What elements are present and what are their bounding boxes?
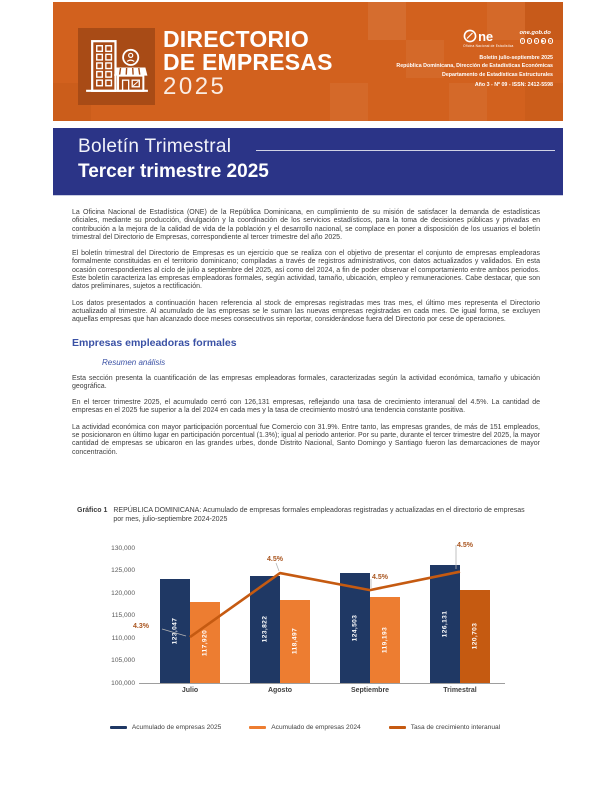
youtube-icon: ▶ — [540, 38, 546, 44]
y-axis-tick-label: 120,000 — [111, 589, 135, 597]
section-heading: Empresas empleadoras formales — [72, 336, 237, 349]
title-year: 2025 — [163, 73, 227, 100]
section-paragraph-2: En el tercer trimestre 2025, el acumulad… — [72, 399, 540, 415]
bar-value-label: 124,503 — [351, 614, 359, 642]
banner-title: Tercer trimestre 2025 — [78, 161, 269, 182]
growth-rate-label: 4.3% — [133, 623, 149, 631]
y-axis-tick-label: 100,000 — [111, 679, 135, 687]
y-axis-tick-label: 105,000 — [111, 657, 135, 664]
social-icons: f x o ▶ s — [519, 38, 553, 44]
chart-bar: 126,131 — [430, 565, 460, 683]
chart-bar: 119,193 — [370, 596, 400, 683]
chart-bar: 124,503 — [340, 572, 370, 683]
banner-subtitle: Boletín Trimestral — [78, 136, 232, 157]
chart-legend: Acumulado de empresas 2025 Acumulado de e… — [75, 724, 535, 731]
legend-item: Acumulado de empresas 2024 — [249, 724, 361, 731]
title-line-1: DIRECTORIO — [163, 26, 309, 52]
one-logo-icon — [463, 29, 477, 43]
growth-rate-line — [189, 570, 461, 639]
legend-swatch — [249, 726, 267, 729]
x-axis-category-label: Julio — [181, 687, 199, 694]
x-axis-category-label: Septiembre — [350, 687, 390, 694]
banner-rule — [256, 150, 555, 152]
one-logo: ne Oficina Nacional de Estadística — [463, 28, 514, 49]
document-title: DIRECTORIO DE EMPRESAS 2025 — [163, 28, 333, 100]
y-axis-tick-label: 110,000 — [111, 634, 135, 642]
spotify-icon: s — [547, 38, 553, 44]
legend-label: Tasa de crecimiento interanual — [410, 724, 501, 731]
mosaic-square — [449, 83, 487, 121]
website-link[interactable]: one.gob.do — [519, 30, 551, 36]
growth-rate-label: 4.5% — [372, 574, 388, 582]
y-axis-tick-label: 115,000 — [111, 612, 135, 619]
bulletin-info: Boletín julio-septiembre 2025 República … — [373, 54, 553, 90]
intro-paragraph-2: El boletín trimestral del Directorio de … — [72, 250, 540, 291]
chart-plot: 123,047 117,920 Julio 123,822 118,497 Agosto 1… — [95, 541, 525, 710]
bar-value-label: 123,822 — [261, 616, 269, 643]
intro-paragraph-3: Los datos presentados a continuación hac… — [72, 299, 540, 324]
y-axis-tick-label: 130,000 — [111, 544, 135, 552]
mosaic-square — [406, 40, 444, 78]
bar-value-label: 126,131 — [441, 610, 449, 638]
growth-rate-label: 4.5% — [457, 541, 473, 549]
mosaic-square — [368, 2, 406, 40]
bar-value-label: 120,703 — [471, 623, 479, 650]
bulletin-line: República Dominicana, Dirección de Estad… — [396, 63, 553, 70]
chart: 130,000 125,000 120,000 115,000 110,000 105,0… — [95, 541, 525, 710]
header-band: DIRECTORIO DE EMPRESAS 2025 ne Oficina N… — [53, 2, 563, 121]
chart-label: Gráfico 1 — [77, 507, 108, 514]
legend-item: Tasa de crecimiento interanual — [388, 724, 501, 731]
building-store-icon — [78, 28, 155, 105]
banner: Boletín Trimestral Tercer trimestre 2025 — [53, 128, 563, 196]
one-logo-tagline: Oficina Nacional de Estadística — [463, 44, 514, 48]
chart-baseline — [139, 683, 505, 684]
one-logo-text: ne — [478, 28, 493, 44]
bulletin-line: Boletín julio-septiembre 2025 — [479, 55, 553, 61]
one-branding-block: ne Oficina Nacional de Estadística one.g… — [373, 29, 553, 90]
chart-bar: 117,920 — [190, 602, 220, 683]
legend-label: Acumulado de empresas 2025 — [131, 724, 222, 731]
bulletin-issn-line: Año 3 - Nº 09 - ISSN: 2412-5598 — [474, 82, 553, 89]
chart-bar: 120,703 — [460, 589, 490, 683]
section-paragraph-3: La actividad económica con mayor partici… — [72, 423, 540, 456]
chart-bar: 118,497 — [280, 599, 310, 683]
section-paragraph-1: Esta sección presenta la cuantificación … — [72, 374, 540, 390]
mosaic-square — [525, 83, 563, 121]
mosaic-square — [330, 83, 368, 121]
x-axis-category-label: Trimestral — [443, 687, 477, 694]
label-leader-line — [275, 562, 280, 572]
x-axis-category-label: Agosto — [267, 687, 293, 694]
mosaic-square — [525, 2, 563, 40]
legend-swatch — [388, 726, 406, 729]
chart-bar: 123,047 — [160, 579, 190, 683]
bar-value-label: 118,497 — [291, 628, 299, 655]
chart-title: REPÚBLICA DOMINICANA: Acumulado de empre… — [113, 507, 525, 523]
legend-item: Acumulado de empresas 2025 — [109, 724, 222, 731]
body-text: La Oficina Nacional de Estadística (ONE)… — [72, 209, 540, 465]
y-axis-tick-label: 125,000 — [111, 567, 135, 574]
intro-paragraph-1: La Oficina Nacional de Estadística (ONE)… — [72, 209, 540, 241]
legend-label: Acumulado de empresas 2024 — [271, 724, 361, 731]
section-subheading: Resumen análisis — [102, 357, 166, 367]
growth-rate-label: 4.5% — [267, 556, 283, 564]
mosaic-square — [487, 2, 525, 40]
legend-swatch — [109, 726, 127, 729]
bulletin-line: Departamento de Estadísticas Estructural… — [442, 71, 553, 78]
facebook-icon: f — [519, 38, 525, 44]
bar-value-label: 123,047 — [171, 617, 179, 645]
chart-caption: Gráfico 1 REPÚBLICA DOMINICANA: Acumulad… — [77, 506, 527, 524]
chart-bar: 123,822 — [250, 575, 280, 683]
bar-value-label: 119,193 — [381, 626, 389, 653]
bar-value-label: 117,920 — [201, 629, 209, 656]
instagram-icon: o — [533, 38, 539, 44]
twitter-icon: x — [526, 38, 532, 44]
title-line-2: DE EMPRESAS — [163, 49, 333, 75]
